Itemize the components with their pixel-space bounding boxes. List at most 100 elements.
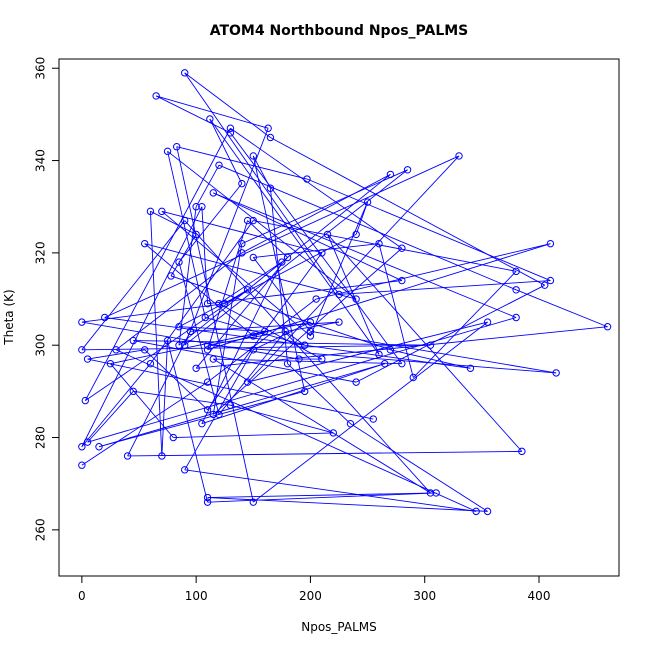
series-segment [184, 349, 254, 471]
data-point [264, 124, 272, 132]
data-point [512, 267, 520, 276]
data-point [226, 129, 235, 137]
series-segment [270, 137, 545, 286]
x-tick-label: 300 [413, 589, 436, 603]
series-segment [327, 234, 523, 452]
data-point [398, 276, 406, 285]
data-point [206, 115, 214, 123]
data-point [552, 369, 560, 377]
data-point [141, 346, 149, 354]
series-segment [184, 469, 477, 512]
data-point [163, 147, 172, 156]
series-segment [230, 127, 403, 249]
data-point [78, 461, 86, 469]
series-segment [150, 210, 197, 235]
data-point [238, 179, 246, 188]
data-point [249, 498, 257, 506]
data-point [318, 355, 326, 363]
data-point [352, 295, 360, 303]
x-axis: 0 100 200 300 400 [78, 575, 550, 603]
y-tick-label: 260 [34, 518, 48, 541]
data-point [346, 419, 355, 428]
series-segment [81, 321, 300, 360]
data-point [386, 346, 395, 354]
data-point [249, 332, 257, 340]
data-point [192, 203, 200, 211]
data-point [546, 276, 555, 285]
data-point [546, 239, 555, 248]
data-point [201, 313, 209, 322]
series-segment [178, 206, 197, 346]
data-point [323, 230, 332, 239]
data-point [243, 378, 252, 386]
data-point [363, 198, 372, 206]
series-segment [110, 363, 174, 438]
data-point [83, 355, 92, 363]
series-segment [98, 363, 385, 448]
series-segment [213, 192, 403, 281]
series-segment [247, 155, 460, 383]
data-point [192, 230, 200, 239]
data-point [238, 249, 246, 257]
series-segment [253, 321, 311, 351]
data-point [158, 452, 166, 460]
series-segment [207, 492, 437, 503]
series-segment [156, 95, 269, 129]
data-point [409, 373, 417, 382]
series-segment [213, 192, 517, 318]
data-point [181, 466, 189, 474]
series-segment [127, 331, 191, 457]
data-point [175, 341, 183, 349]
data-point [83, 438, 92, 446]
data-point [266, 133, 275, 142]
data-point [129, 387, 137, 396]
data-point [226, 124, 235, 132]
data-point [215, 410, 223, 419]
series-segment [412, 271, 517, 378]
series-segment [178, 261, 220, 415]
y-tick-label: 300 [34, 334, 48, 357]
data-point [175, 323, 183, 331]
data-point [123, 452, 132, 460]
data-point [483, 318, 492, 326]
data-point [398, 244, 406, 252]
series-segment [252, 155, 271, 189]
data-point [203, 378, 212, 386]
data-point [318, 249, 326, 257]
data-point [152, 92, 160, 100]
series-segment [133, 340, 431, 346]
series-segment [115, 349, 477, 512]
series-segment [81, 206, 203, 447]
data-point [306, 327, 315, 336]
series-segment [144, 349, 208, 411]
data-point [215, 161, 223, 169]
series-segment [207, 298, 317, 383]
series-segment [184, 72, 271, 138]
series-segment [304, 344, 471, 369]
series-segment [207, 280, 402, 305]
series-segment [150, 220, 254, 364]
data-point [249, 216, 257, 225]
data-point [249, 253, 257, 262]
series-segment [338, 280, 551, 295]
data-point [78, 443, 86, 451]
x-axis-label: Npos_PALMS [301, 620, 377, 634]
data-point [203, 299, 212, 308]
data-point [203, 406, 212, 414]
series-segment [241, 174, 391, 254]
series-segment [230, 132, 403, 364]
data-point [306, 332, 315, 340]
series-segment [207, 330, 265, 351]
series-segment [178, 183, 243, 263]
series-segment [170, 275, 391, 351]
series-segment [167, 151, 206, 318]
data-point [249, 152, 257, 160]
data-point [303, 175, 311, 183]
series-segment [378, 243, 414, 378]
data-point [173, 143, 181, 151]
series-segment [287, 363, 351, 424]
data-point [261, 327, 269, 336]
series-segment [161, 340, 169, 457]
data-point [512, 286, 520, 294]
data-point [375, 239, 383, 248]
